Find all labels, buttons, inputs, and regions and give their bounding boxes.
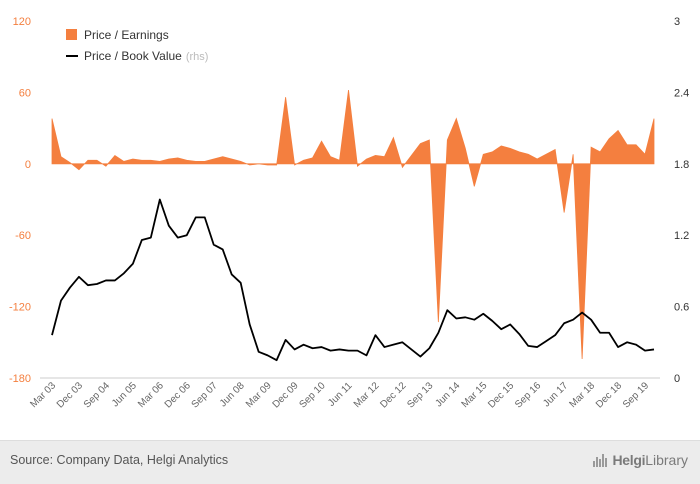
series-price-book-line [51,198,655,362]
x-tick-label: Dec 15 [486,380,516,410]
x-tick-label: Jun 11 [326,380,355,409]
x-tick-label: Sep 10 [297,380,327,410]
helgi-library-logo-icon [593,453,608,467]
x-tick-label: Mar 09 [244,380,274,410]
source-text: Source: Company Data, Helgi Analytics [10,453,229,467]
y-left-tick: 0 [25,159,31,171]
x-tick-label: Sep 07 [190,380,220,410]
x-tick-label: Jun 05 [110,380,139,409]
x-tick-label: Sep 13 [405,380,435,410]
x-tick-label: Dec 03 [55,380,85,410]
x-tick-label: Jun 08 [218,380,247,409]
series-layer [51,89,655,362]
x-tick-label: Mar 18 [567,380,597,410]
y-left-tick: -60 [15,230,31,242]
x-tick-label: Mar 03 [28,380,58,410]
y-left-tick: 120 [13,16,31,28]
legend: Price / Earnings Price / Book Value (rhs) [66,28,208,63]
x-tick-label: Mar 12 [352,380,382,410]
x-tick-label: Dec 12 [378,380,408,410]
x-tick-label: Sep 19 [621,380,651,410]
y-right-tick: 1.2 [674,230,689,242]
legend-label-price-earnings: Price / Earnings [84,28,169,42]
x-tick-label: Mar 15 [460,380,490,410]
brand-suffix: Library [645,452,688,468]
y-right-tick: 1.8 [674,159,689,171]
footer: Source: Company Data, Helgi Analytics He… [0,440,700,484]
x-tick-label: Dec 18 [594,380,624,410]
x-tick-label: Dec 06 [163,380,193,410]
x-tick-label: Mar 06 [136,380,166,410]
legend-label-price-book: Price / Book Value (rhs) [84,49,208,63]
legend-label-price-book-name: Price / Book Value [84,49,182,63]
series-price-earnings-area [51,89,655,359]
x-tick-label: Sep 04 [82,380,112,410]
y-right-tick: 3 [674,16,680,28]
y-right-tick: 2.4 [674,87,689,99]
brand-name: Helgi [612,452,646,468]
x-tick-label: Dec 09 [271,380,301,410]
y-left-tick: -120 [9,302,31,314]
y-right-tick: 0.6 [674,302,689,314]
x-tick-label: Sep 16 [513,380,543,410]
x-tick-label: Jun 17 [541,380,570,409]
legend-label-price-book-note: (rhs) [186,51,209,63]
x-tick-label: Jun 14 [433,380,462,409]
legend-swatch-price-earnings [66,29,77,40]
y-left-tick: 60 [19,87,31,99]
y-right-tick: 0 [674,373,680,385]
brand-logo: HelgiLibrary [593,452,688,468]
y-left-tick: -180 [9,373,31,385]
